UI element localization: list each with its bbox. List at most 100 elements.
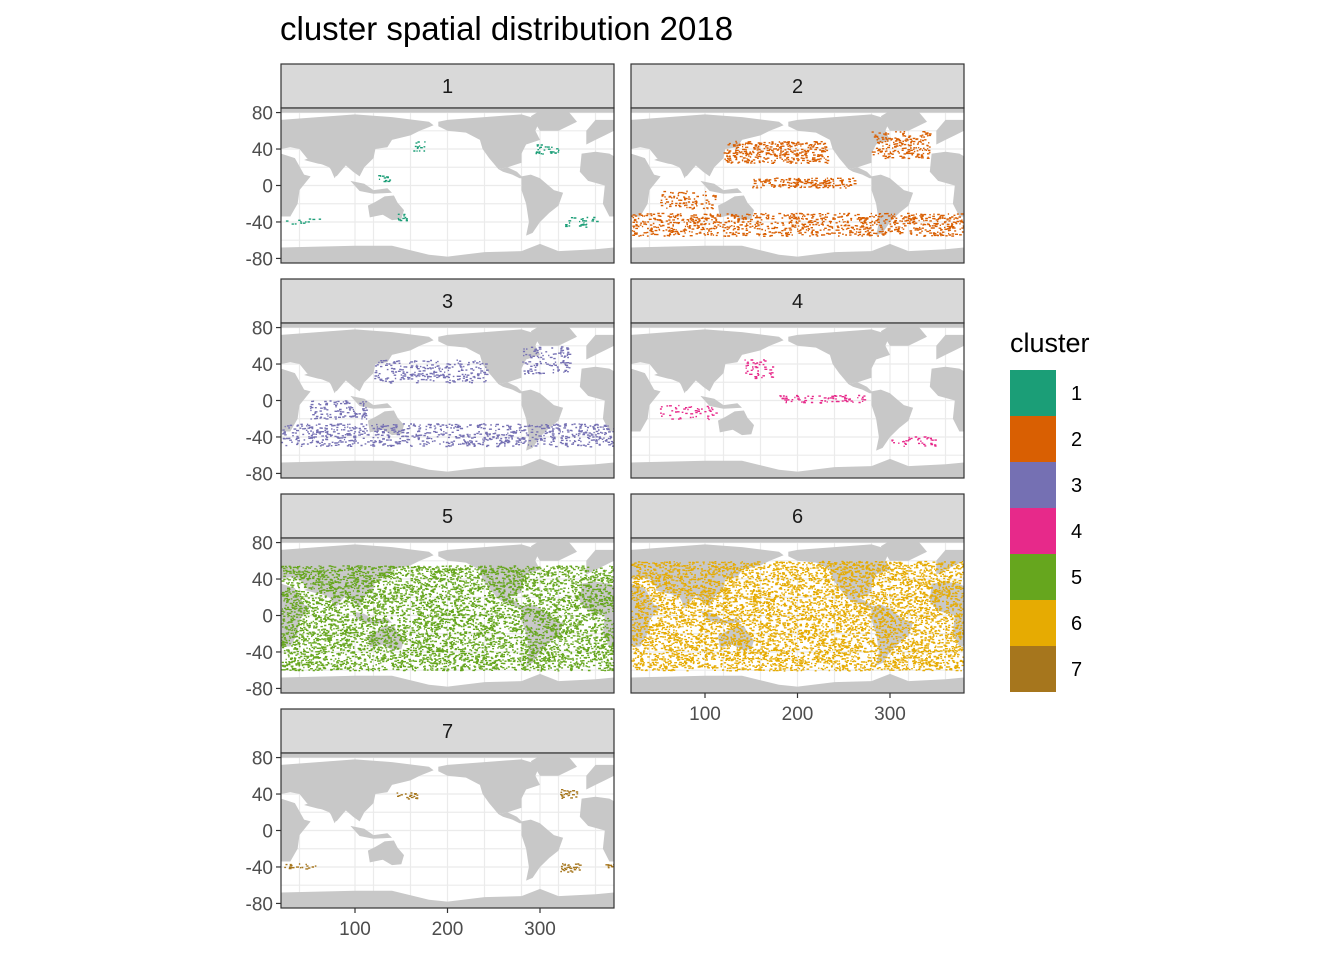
land-mass (521, 174, 564, 236)
facet-panel-5: 5 80 40 0 -40 -80 (246, 493, 615, 700)
facet-panel-3: 3 80 40 0 -40 -80 (246, 278, 615, 485)
y-tick-label: -80 (246, 249, 273, 270)
facet-panel-6: 6 100 200 300 (630, 493, 965, 725)
land-mass (521, 389, 564, 451)
land-mass (530, 540, 577, 561)
land-mass (788, 329, 890, 385)
legend-swatch-3 (1010, 462, 1056, 508)
y-tick-label: 0 (262, 822, 273, 843)
land-mass (438, 114, 540, 170)
y-tick-label: 80 (252, 534, 273, 555)
facet-strip-label: 1 (442, 76, 453, 98)
land-mass (498, 167, 524, 179)
legend-label-7: 7 (1071, 659, 1082, 681)
land-mass (579, 366, 614, 432)
x-tick-label: 100 (689, 704, 721, 725)
land-mass (631, 323, 964, 328)
land-mass (718, 410, 754, 436)
land-mass (579, 796, 614, 862)
panel-border (630, 322, 965, 479)
facet-strip-label: 7 (442, 721, 453, 743)
legend-swatch-4 (1010, 508, 1056, 554)
land-mass (304, 803, 346, 824)
land-mass (631, 458, 964, 478)
y-tick-label: 80 (252, 104, 273, 125)
facet-strip (630, 493, 965, 539)
land-mass (631, 368, 661, 432)
land-mass (586, 334, 614, 360)
facet-panel-2: 2 (630, 63, 965, 264)
land-mass (788, 114, 890, 170)
legend-label-3: 3 (1071, 475, 1082, 497)
land-mass (586, 549, 614, 575)
panel-plot-area (631, 538, 964, 693)
y-tick-label: 40 (252, 355, 273, 376)
x-tick-label: 100 (339, 919, 371, 940)
land-mass (929, 366, 964, 432)
facet-strip (280, 278, 615, 324)
legend-label-2: 2 (1071, 429, 1082, 451)
land-mass (654, 373, 696, 394)
panel-plot-area (631, 108, 964, 263)
land-mass (367, 195, 404, 221)
legend-items: 1 2 3 4 5 6 7 (1010, 370, 1082, 692)
land-mass (304, 158, 346, 179)
land-mass (304, 373, 346, 394)
land-mass (631, 538, 964, 543)
y-tick-label: 40 (252, 570, 273, 591)
x-tick-label: 200 (782, 704, 814, 725)
facet-strip-label: 4 (792, 291, 803, 313)
cluster-points-3 (281, 346, 614, 448)
land-mass (579, 151, 614, 217)
land-mass (367, 840, 404, 866)
land-mass (929, 151, 964, 217)
legend-title: cluster (1010, 328, 1090, 358)
land-mass (936, 119, 964, 145)
panel-plot-area (281, 753, 614, 908)
land-mass (631, 108, 964, 113)
y-tick-label: 0 (262, 392, 273, 413)
land-mass (530, 110, 577, 131)
land-mass (281, 673, 614, 693)
y-tick-label: -40 (246, 858, 273, 879)
land-mass (350, 180, 392, 194)
facet-strip-label: 6 (792, 506, 803, 528)
land-mass (281, 753, 614, 758)
land-mass (281, 538, 614, 543)
land-mass (700, 180, 742, 194)
land-mass (936, 334, 964, 360)
legend-swatch-5 (1010, 554, 1056, 600)
panel-border (630, 107, 965, 264)
x-tick-label: 300 (874, 704, 906, 725)
facet-strip (280, 63, 615, 109)
facet-strip-label: 2 (792, 76, 803, 98)
land-mass (281, 243, 614, 263)
legend-swatch-7 (1010, 646, 1056, 692)
land-mass (281, 798, 311, 862)
land-mass (586, 764, 614, 790)
legend: cluster 1 2 3 4 5 6 7 (1010, 328, 1090, 692)
chart-title: cluster spatial distribution 2018 (280, 10, 733, 47)
y-tick-label: 40 (252, 785, 273, 806)
land-mass (654, 158, 696, 179)
land-mass (521, 819, 564, 881)
land-mass (936, 549, 964, 575)
land-mass (498, 812, 524, 824)
legend-label-5: 5 (1071, 567, 1082, 589)
y-tick-label: -80 (246, 679, 273, 700)
legend-label-6: 6 (1071, 613, 1082, 635)
land-mass (438, 759, 540, 815)
land-mass (530, 325, 577, 346)
land-mass (586, 119, 614, 145)
land-mass (880, 540, 927, 561)
land-mass (350, 825, 392, 839)
y-tick-label: 40 (252, 140, 273, 161)
legend-label-4: 4 (1071, 521, 1082, 543)
land-mass (871, 389, 914, 451)
facet-panel-1: 1 80 40 0 -40 -80 (246, 63, 615, 270)
land-mass (281, 108, 614, 113)
legend-swatch-2 (1010, 416, 1056, 462)
facet-panel-7: 7 80 40 0 -40 -80 100 200 300 (246, 708, 615, 940)
y-tick-label: -80 (246, 894, 273, 915)
